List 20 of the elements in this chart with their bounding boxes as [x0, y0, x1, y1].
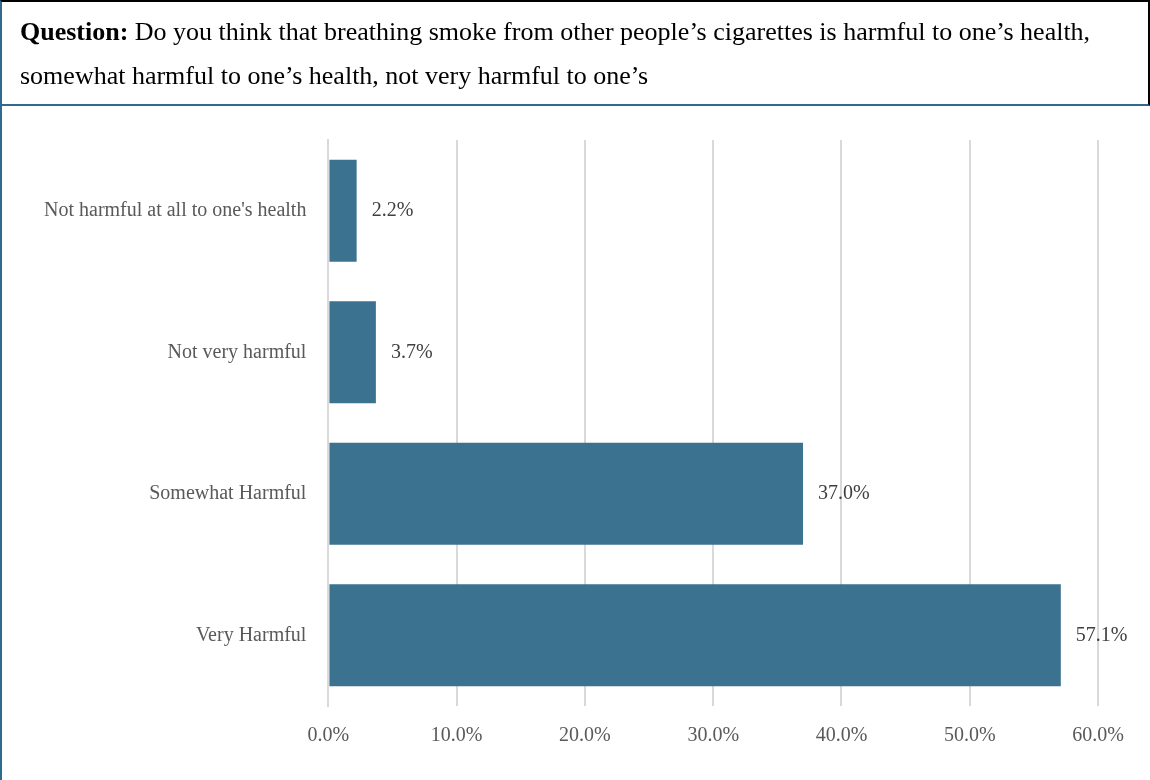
y-tick-label: Very Harmful	[195, 622, 307, 646]
y-tick-label: Not very harmful	[167, 339, 307, 363]
data-label: 2.2%	[371, 198, 414, 220]
data-label: 57.1%	[1075, 622, 1128, 645]
data-label: 37.0%	[818, 481, 870, 503]
x-tick-label: 60.0%	[1072, 723, 1124, 746]
x-tick-label: 20.0%	[559, 723, 611, 746]
y-tick-label: Not harmful at all to one's health	[44, 198, 307, 220]
x-tick-label: 50.0%	[943, 723, 996, 746]
chart-title: Question: Do you think that breathing smoke from other people’s cigarettes is harmful to one’s health, somewhat harmful to one’s health, not very harmful to one’s	[2, 2, 1150, 106]
data-label: 3.7%	[390, 339, 433, 362]
x-tick-label: 0.0%	[307, 723, 350, 746]
y-tick-label: Somewhat Harmful	[149, 481, 307, 503]
x-tick-label: 30.0%	[687, 723, 740, 746]
x-tick-label: 40.0%	[815, 723, 868, 746]
bar	[329, 442, 803, 545]
bar	[329, 159, 357, 262]
bar	[329, 584, 1061, 687]
bar	[329, 301, 376, 404]
x-tick-label: 10.0%	[430, 723, 483, 746]
